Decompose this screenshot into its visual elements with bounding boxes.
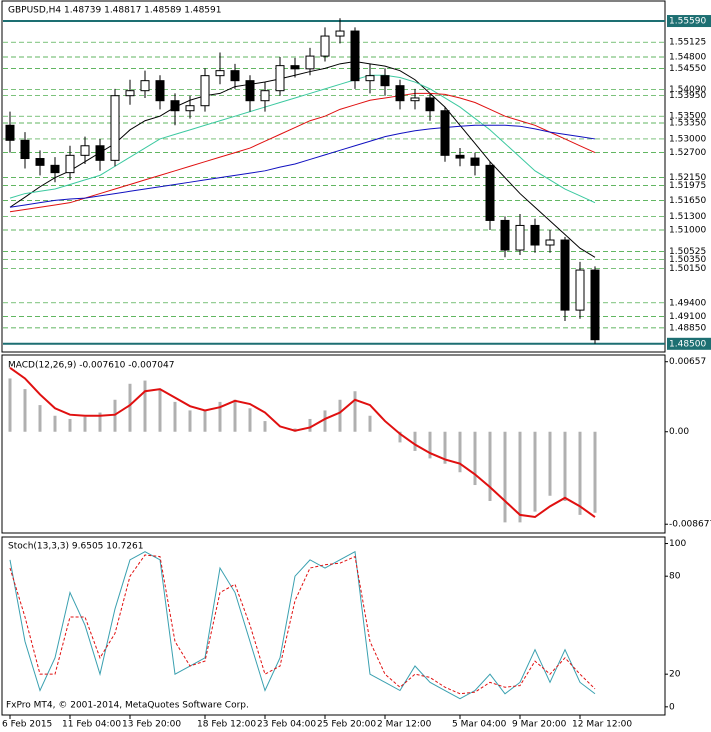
x-tick-label: 25 Feb 20:00 (317, 720, 376, 730)
candle-body (50, 164, 60, 174)
stoch-signal (9, 554, 596, 695)
x-tick-label: 5 Mar 04:00 (452, 720, 507, 730)
y-tick-label: 1.49400 (669, 298, 706, 308)
y-tick-label: 0.00657 (669, 357, 706, 367)
y-tick-label: 1.48850 (669, 323, 706, 333)
y-tick-label: 1.50525 (669, 247, 706, 257)
y-tick-label: 1.50150 (669, 264, 706, 274)
x-tick-label: 18 Feb 12:00 (197, 720, 256, 730)
candle-body (365, 75, 375, 82)
macd-title: MACD(12,26,9) -0.007610 -0.007047 (8, 361, 174, 371)
candle-body (575, 269, 585, 311)
candle-body (380, 75, 390, 87)
candle-body (140, 80, 150, 92)
y-tick-label: 1.53000 (669, 134, 706, 144)
y-tick-label: 100 (669, 539, 686, 549)
y-tick-label: 1.50350 (669, 255, 706, 265)
candle-body (95, 145, 105, 161)
candle-body (155, 80, 165, 102)
y-tick-label: 1.52700 (669, 148, 706, 158)
candle-body (35, 158, 45, 166)
macd-frame (1, 354, 666, 534)
y-tick-label: 1.51650 (669, 196, 706, 206)
y-tick-label: 1.53950 (669, 91, 706, 101)
main-title: GBPUSD,H4 1.48739 1.48817 1.48589 1.4859… (8, 6, 221, 16)
stoch-main (9, 550, 596, 700)
moving-average (9, 92, 596, 213)
candle-body (20, 139, 30, 160)
y-tick-label: 1.51975 (669, 181, 706, 191)
candle-body (125, 90, 135, 97)
moving-average (9, 124, 596, 208)
y-tick-label: 1.52150 (669, 173, 706, 183)
candle-body (335, 30, 345, 37)
candle-body (425, 97, 435, 112)
main-frame (1, 0, 666, 353)
copyright: FxPro MT4, © 2001-2014, MetaQuotes Softw… (6, 701, 249, 711)
x-tick-label: 13 Feb 20:00 (122, 720, 181, 730)
candle-body (395, 85, 405, 102)
y-tick-label: 0.00 (669, 427, 689, 437)
y-tick-label: 1.51300 (669, 212, 706, 222)
candle-body (5, 124, 15, 141)
y-tick-label: 1.55590 (669, 17, 706, 27)
candle-body (485, 164, 495, 221)
y-tick-label: 1.54800 (669, 52, 706, 62)
candle-body (260, 90, 270, 102)
candle-body (410, 97, 420, 102)
candle-body (470, 157, 480, 166)
candle-body (290, 65, 300, 70)
tick-label-box (667, 337, 711, 350)
y-tick-label: 20 (669, 670, 681, 680)
candle-body (230, 70, 240, 82)
candle-body (245, 80, 255, 102)
candle-body (80, 145, 90, 156)
candle-body (440, 110, 450, 156)
y-tick-label: 0 (669, 702, 675, 712)
x-tick-label: 6 Feb 2015 (2, 720, 52, 730)
candle-body (215, 70, 225, 77)
moving-average (9, 74, 596, 204)
candle-body (455, 154, 465, 159)
x-tick-label: 2 Mar 12:00 (377, 720, 432, 730)
x-tick-label: 23 Feb 04:00 (257, 720, 316, 730)
candle-body (65, 154, 75, 174)
x-tick-label: 9 Mar 20:00 (512, 720, 567, 730)
stoch-frame (1, 536, 666, 716)
y-tick-label: 80 (669, 572, 681, 582)
candle-body (560, 239, 570, 311)
macd-signal (9, 366, 596, 519)
y-tick-label: 1.49100 (669, 312, 706, 322)
y-tick-label: 1.53350 (669, 119, 706, 129)
candle-body (305, 55, 315, 70)
y-tick-label: 1.55125 (669, 38, 706, 48)
stoch-title: Stoch(13,3,3) 9.6505 10.7261 (8, 542, 143, 552)
y-tick-label: 1.54550 (669, 64, 706, 74)
candle-body (530, 224, 540, 246)
y-tick-label: 1.53500 (669, 112, 706, 122)
candle-body (110, 95, 120, 161)
candle-body (590, 269, 600, 341)
y-tick-label: -0.008677 (669, 520, 711, 530)
tick-label-box (667, 15, 711, 28)
candle-body (350, 30, 360, 82)
candle-body (200, 75, 210, 107)
candle-body (320, 35, 330, 57)
candle-body (275, 65, 285, 92)
candle-body (545, 239, 555, 246)
x-tick-label: 11 Feb 04:00 (62, 720, 121, 730)
x-tick-label: 12 Mar 12:00 (572, 720, 632, 730)
moving-average (9, 61, 596, 258)
candle-body (185, 105, 195, 112)
y-tick-label: 1.54090 (669, 85, 706, 95)
y-tick-label: 1.51000 (669, 225, 706, 235)
candle-body (500, 219, 510, 251)
candle-body (515, 224, 525, 251)
candle-body (170, 100, 180, 112)
y-tick-label: 1.48500 (669, 339, 706, 349)
